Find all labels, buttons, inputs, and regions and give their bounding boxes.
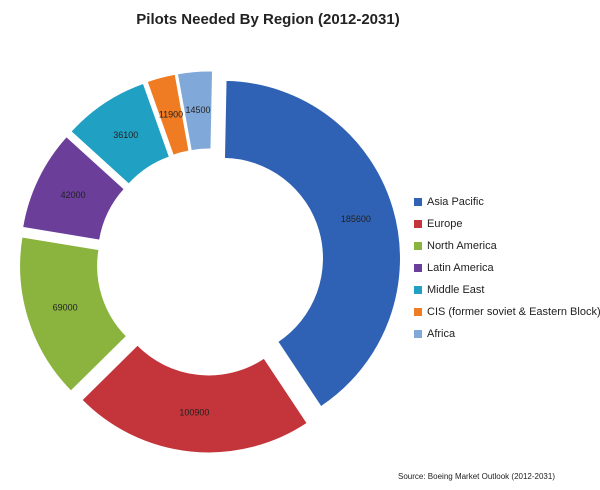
legend-swatch <box>414 330 422 338</box>
donut-segment <box>81 344 308 454</box>
legend-label: Europe <box>427 218 462 230</box>
legend-label: Latin America <box>427 262 495 274</box>
legend-swatch <box>414 198 422 206</box>
value-label: 14500 <box>185 105 210 115</box>
legend-swatch <box>414 286 422 294</box>
source-note: Source: Boeing Market Outlook (2012-2031… <box>398 472 555 481</box>
legend-label: CIS (former soviet & Eastern Block) <box>427 306 600 318</box>
donut-segment <box>70 82 171 185</box>
legend-swatch <box>414 264 422 272</box>
value-label: 100900 <box>179 408 209 418</box>
legend-label: Africa <box>427 328 456 340</box>
value-label: 36100 <box>113 130 138 140</box>
donut-segment <box>146 73 190 156</box>
donut-segment <box>223 79 401 408</box>
legend-swatch <box>414 220 422 228</box>
legend-label: Middle East <box>427 284 484 296</box>
legend-swatch <box>414 242 422 250</box>
chart-title: Pilots Needed By Region (2012-2031) <box>136 11 399 28</box>
value-label: 42000 <box>61 190 86 200</box>
value-label: 185600 <box>341 214 371 224</box>
legend-label: Asia Pacific <box>427 196 484 208</box>
value-label: 69000 <box>53 302 78 312</box>
legend-swatch <box>414 308 422 316</box>
donut-segment <box>176 70 214 152</box>
legend-label: North America <box>427 240 498 252</box>
value-label: 11900 <box>159 109 183 119</box>
donut-segment <box>19 236 128 392</box>
donut-segment <box>22 135 125 241</box>
